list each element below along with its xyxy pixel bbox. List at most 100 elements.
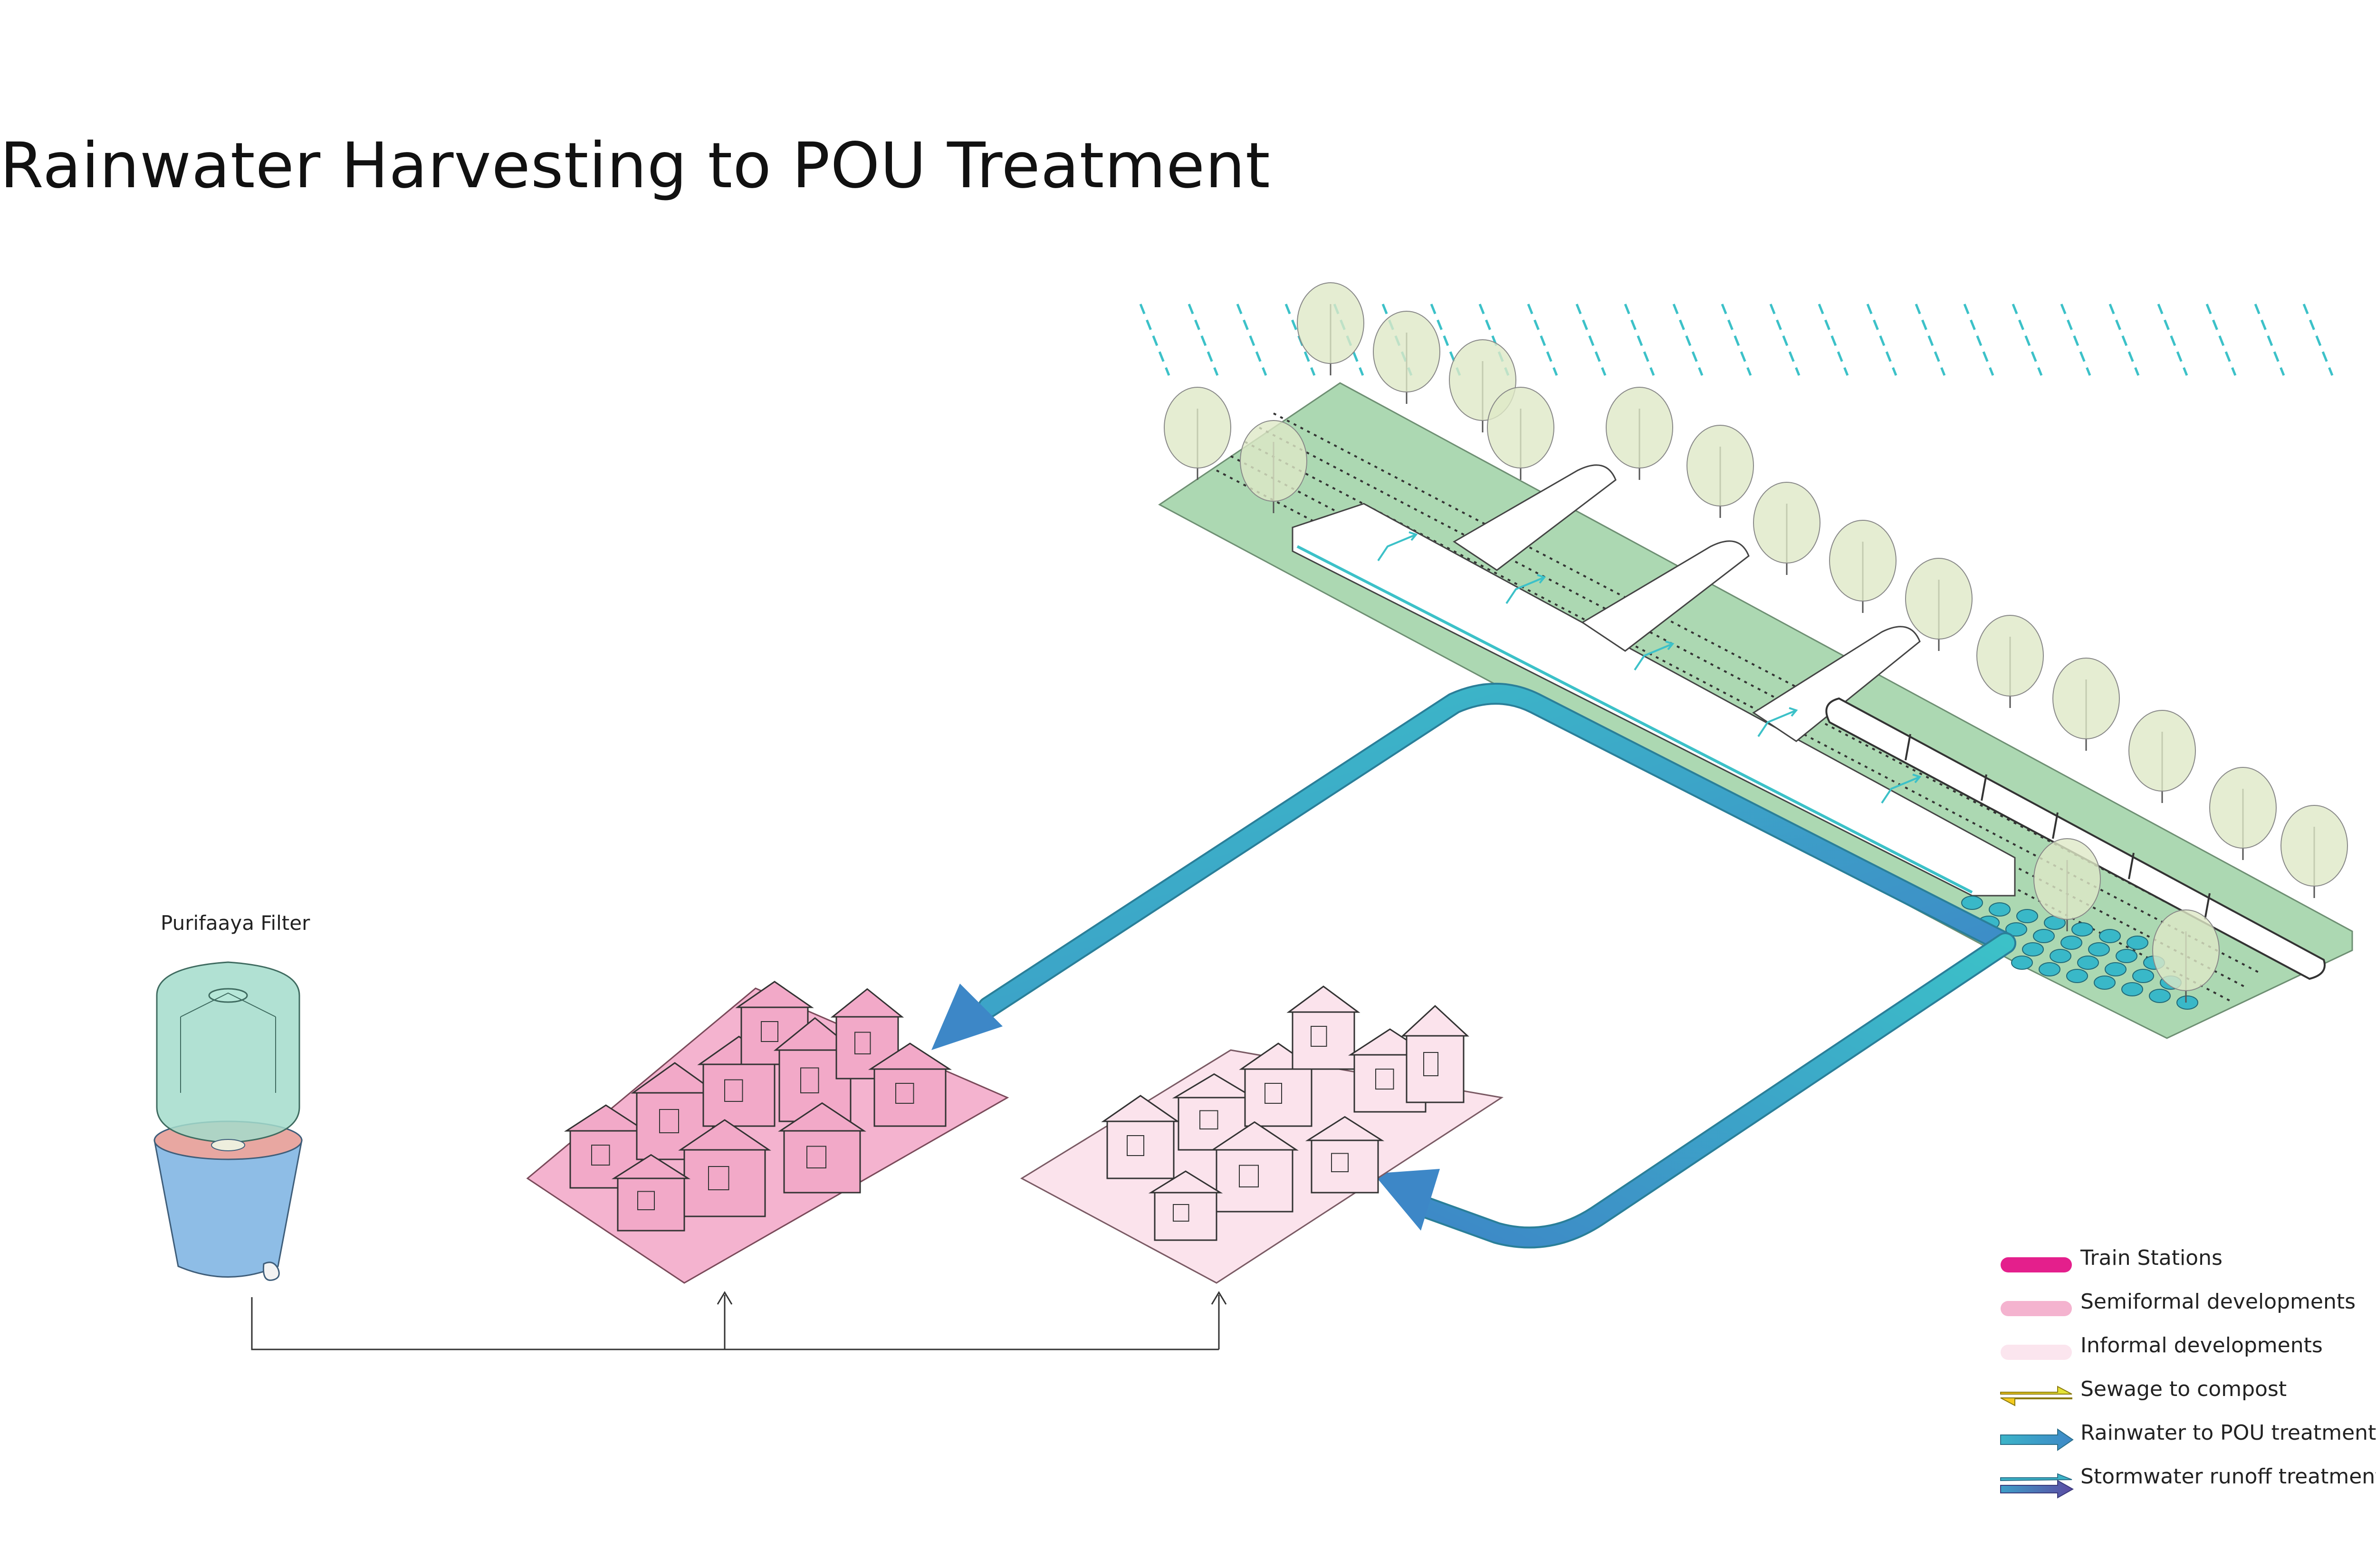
rain-barrel <box>2127 936 2148 950</box>
rain-streak <box>2302 304 2334 376</box>
rain-streak <box>2157 304 2188 376</box>
tree-canopy <box>2052 658 2120 739</box>
tree-canopy <box>1686 425 1754 507</box>
filter-bottom-bucket <box>153 1139 303 1278</box>
runoff-arrow <box>1634 641 1675 671</box>
legend-swatch <box>2001 1345 2072 1360</box>
tree-canopy <box>1240 420 1307 502</box>
runoff-arrow <box>1505 574 1546 604</box>
rain-barrel <box>2060 936 2082 950</box>
rain-barrel <box>2016 909 2038 923</box>
house <box>1311 1139 1379 1194</box>
rain-streak <box>1236 304 1267 376</box>
legend-label: Rainwater to POU treatment <box>2080 1421 2376 1445</box>
house-roof <box>1210 1121 1299 1151</box>
trees <box>1164 282 2348 1003</box>
tree-canopy <box>2128 710 2196 792</box>
filter-lid <box>208 988 248 1003</box>
rain-barrel <box>2099 929 2121 943</box>
house-window <box>1173 1204 1189 1222</box>
rain-streak <box>1478 304 1510 376</box>
tree-canopy <box>2152 909 2220 991</box>
rain-barrel <box>2011 956 2033 970</box>
rain-barrel <box>1989 902 2011 917</box>
house-window <box>895 1083 914 1104</box>
tree-canopy <box>1753 482 1820 564</box>
house-roof <box>611 1154 691 1179</box>
semiformal-development <box>526 981 1009 1284</box>
rain-streak <box>1527 304 1558 376</box>
house-window <box>1311 1026 1327 1047</box>
house-window <box>637 1191 655 1210</box>
rain-streak <box>1818 304 1849 376</box>
rain-streak <box>1866 304 1897 376</box>
tree-canopy <box>1606 387 1673 468</box>
house-window <box>806 1146 826 1168</box>
house <box>1106 1120 1175 1179</box>
filter-connector-lines <box>251 1291 1227 1350</box>
rain-streak <box>1672 304 1704 376</box>
rain-barrel <box>2066 969 2088 983</box>
station-site <box>1158 282 2353 1039</box>
house <box>1154 1192 1217 1241</box>
pipe-to-informal <box>1400 932 2016 1249</box>
rainwater-pipes <box>931 683 2016 1249</box>
rain-streak <box>1721 304 1752 376</box>
legend-item-stormwater: Stormwater runoff treatment <box>1996 1459 2376 1502</box>
house <box>873 1068 947 1127</box>
house-roof <box>778 1102 866 1132</box>
rain-barrel <box>2094 975 2116 990</box>
rain-barrel <box>2105 962 2127 976</box>
semiformal-houses <box>564 981 952 1232</box>
house <box>683 1149 766 1217</box>
house-roof <box>1286 985 1360 1013</box>
filter-label: Purifaaya Filter <box>161 911 310 935</box>
legend-label: Stormwater runoff treatment <box>2080 1464 2376 1489</box>
house-window <box>708 1166 729 1190</box>
legend-item-rainwater: Rainwater to POU treatment <box>1996 1415 2376 1459</box>
house-roof <box>631 1062 719 1094</box>
platform-edge <box>1296 545 1973 894</box>
tree-canopy <box>1976 615 2044 697</box>
arrowhead-semiformal <box>931 984 1003 1050</box>
house-window <box>1239 1165 1259 1187</box>
house-window <box>659 1109 679 1133</box>
rain-streak <box>2254 304 2285 376</box>
rain-streak <box>1963 304 1994 376</box>
rain-barrel <box>2116 949 2137 963</box>
rain-streak <box>1575 304 1607 376</box>
rain-streak <box>2060 304 2091 376</box>
rain-barrel <box>2088 942 2110 956</box>
house-window <box>591 1145 610 1166</box>
rain-barrel <box>2077 956 2099 970</box>
rain-streak <box>2012 304 2043 376</box>
legend-item-train-stations: Train Stations <box>1996 1240 2376 1284</box>
house-window <box>800 1067 819 1093</box>
house <box>1216 1149 1293 1213</box>
rain-barrel <box>2071 922 2093 937</box>
rain-streak <box>2205 304 2237 376</box>
legend-swatch <box>2001 1301 2072 1316</box>
rain-streak <box>1624 304 1655 376</box>
runoff-arrows <box>1377 531 1922 804</box>
legend-item-informal: Informal developments <box>1996 1328 2376 1371</box>
legend-item-sewage: Sewage to compost <box>1996 1371 2376 1415</box>
legend-swatch <box>2000 1397 2072 1406</box>
house-window <box>1127 1135 1144 1156</box>
rain-barrel <box>2033 929 2055 943</box>
rain-barrel <box>2132 969 2154 983</box>
legend: Train Stations Semiformal developments I… <box>1996 1240 2376 1502</box>
informal-development <box>1020 985 1504 1284</box>
house <box>1292 1011 1355 1070</box>
filter-tap <box>262 1262 280 1281</box>
house-window <box>724 1079 743 1102</box>
house-window <box>761 1021 778 1042</box>
house-window <box>854 1032 871 1054</box>
informal-houses <box>1101 985 1469 1241</box>
tree-canopy <box>1297 282 1364 364</box>
runoff-arrow <box>1881 774 1922 804</box>
house <box>1244 1068 1313 1127</box>
purifaaya-filter <box>153 961 303 1281</box>
house-roof <box>868 1042 952 1070</box>
